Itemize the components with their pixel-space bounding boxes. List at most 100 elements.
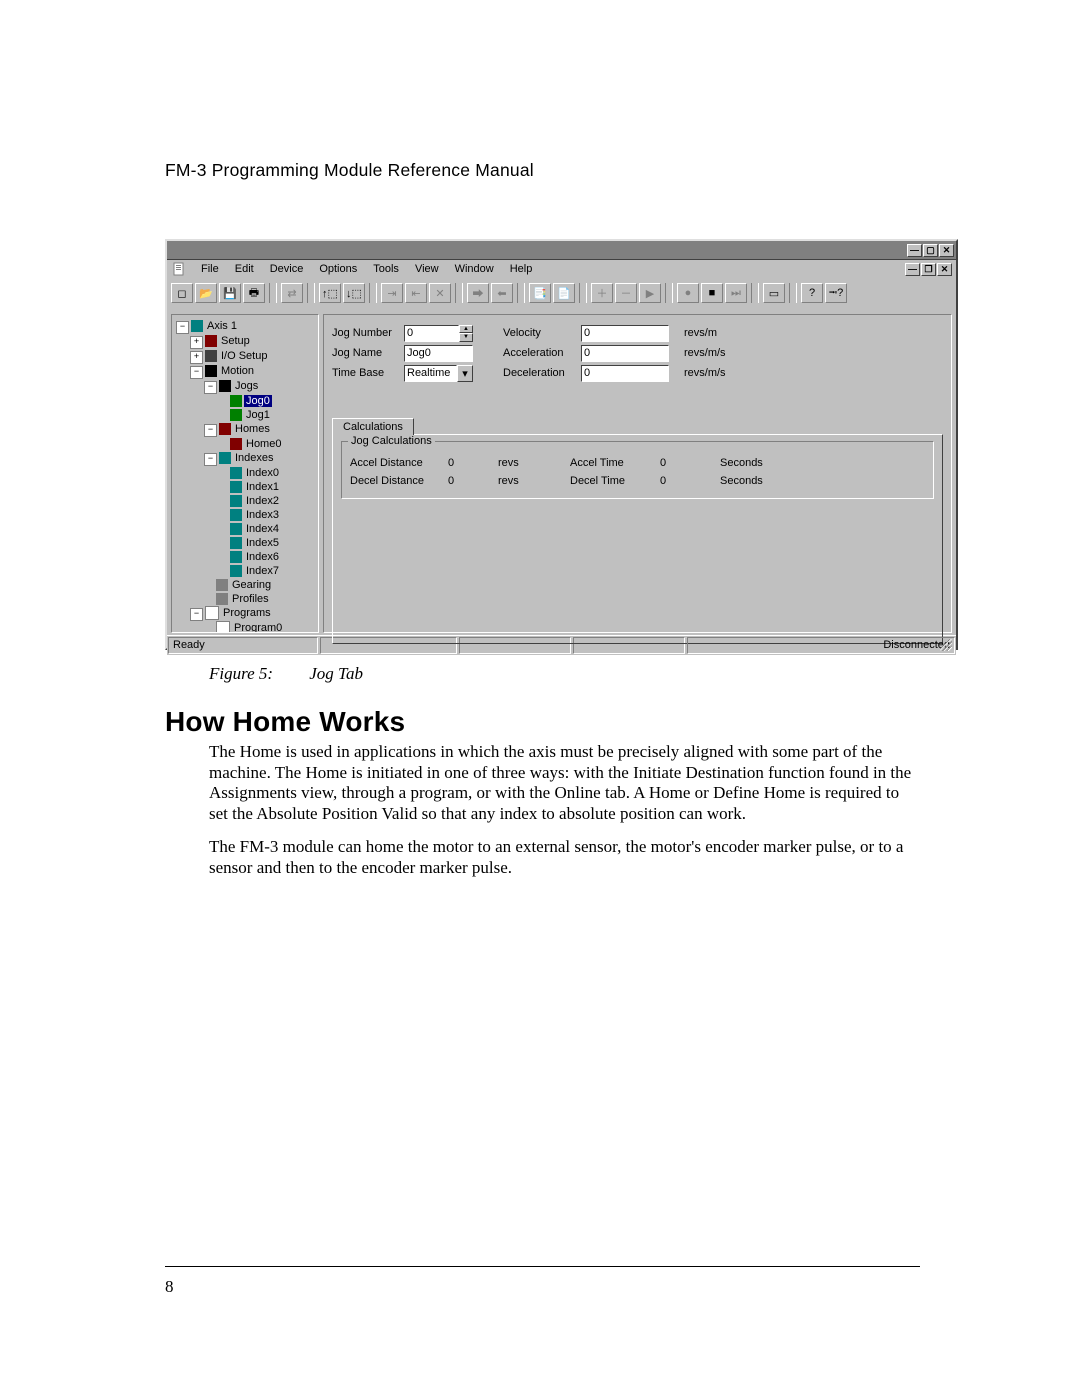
minimize-button[interactable]: — bbox=[907, 244, 922, 257]
jog-number-field[interactable] bbox=[404, 325, 459, 342]
page: FM-3 Programming Module Reference Manual… bbox=[0, 0, 1080, 1397]
tree-index0[interactable]: Index0 bbox=[176, 466, 318, 480]
tree-index6[interactable]: Index6 bbox=[176, 550, 318, 564]
dropdown-button[interactable]: ▾ bbox=[457, 365, 473, 382]
menu-device[interactable]: Device bbox=[262, 263, 312, 275]
tb-jogplus[interactable]: ⮕ bbox=[467, 283, 489, 303]
tree-programs[interactable]: −Programs bbox=[176, 606, 318, 621]
tb-open[interactable]: 📂 bbox=[195, 283, 217, 303]
row-accel: Acceleration revs/m/s bbox=[503, 343, 744, 363]
expand-icon[interactable]: − bbox=[190, 608, 203, 621]
tree-jogs[interactable]: −Jogs bbox=[176, 379, 318, 394]
tree-index1[interactable]: Index1 bbox=[176, 480, 318, 494]
tree-motion[interactable]: −Motion bbox=[176, 364, 318, 379]
tb-context-help[interactable]: ⭲? bbox=[825, 283, 847, 303]
expand-icon[interactable]: + bbox=[190, 351, 203, 364]
expand-icon[interactable]: − bbox=[204, 453, 217, 466]
group-jog-calculations: Jog Calculations Accel Distance 0 revs A… bbox=[341, 441, 934, 499]
menu-tools[interactable]: Tools bbox=[365, 263, 407, 275]
tree-label: Index7 bbox=[244, 565, 281, 577]
accel-time-units: Seconds bbox=[720, 457, 810, 469]
mdi-close-button[interactable]: ✕ bbox=[937, 263, 952, 276]
profiles-icon bbox=[216, 593, 228, 605]
time-base-field[interactable] bbox=[404, 365, 457, 382]
tb-connect[interactable]: ⇄ bbox=[281, 283, 303, 303]
menu-options[interactable]: Options bbox=[311, 263, 365, 275]
tb-zoomin[interactable]: ＋ bbox=[591, 283, 613, 303]
tree-index2[interactable]: Index2 bbox=[176, 494, 318, 508]
app-window: — ▢ ✕ File Edit Device Options Tools Vie… bbox=[165, 239, 958, 650]
menu-file[interactable]: File bbox=[193, 263, 227, 275]
tree-index5[interactable]: Index5 bbox=[176, 536, 318, 550]
tb-pane[interactable]: ▭ bbox=[763, 283, 785, 303]
tb-download[interactable]: ↓⬚ bbox=[343, 283, 365, 303]
expand-icon[interactable]: − bbox=[204, 381, 217, 394]
expand-icon[interactable]: − bbox=[190, 366, 203, 379]
tree-axis1[interactable]: −Axis 1 bbox=[176, 319, 318, 334]
tree-indexes[interactable]: −Indexes bbox=[176, 451, 318, 466]
record-icon: ● bbox=[685, 287, 692, 299]
menu-view[interactable]: View bbox=[407, 263, 447, 275]
spin-down[interactable]: ▼ bbox=[459, 333, 473, 342]
tb-d[interactable]: 📑 bbox=[529, 283, 551, 303]
stop-icon: ■ bbox=[709, 287, 716, 299]
tb-upload[interactable]: ↑⬚ bbox=[319, 283, 341, 303]
form-col-right: Velocity revs/m Acceleration revs/m/s bbox=[503, 323, 744, 383]
resize-grip-icon[interactable] bbox=[940, 639, 952, 651]
tb-help[interactable]: ? bbox=[801, 283, 823, 303]
tb-rec[interactable]: ● bbox=[677, 283, 699, 303]
time-base-select[interactable]: ▾ bbox=[404, 365, 473, 382]
maximize-button[interactable]: ▢ bbox=[923, 244, 938, 257]
tab-body: Jog Calculations Accel Distance 0 revs A… bbox=[332, 434, 943, 644]
tb-ff[interactable]: ⏭ bbox=[725, 283, 747, 303]
tree-setup[interactable]: + Setup bbox=[176, 334, 318, 349]
toolbar-sep bbox=[369, 283, 377, 303]
mdi-restore-button[interactable]: ❐ bbox=[921, 263, 936, 276]
tree-homes[interactable]: −Homes bbox=[176, 422, 318, 437]
tree-home0[interactable]: Home0 bbox=[176, 437, 318, 451]
tree-io[interactable]: +I/O Setup bbox=[176, 349, 318, 364]
mdi-icon bbox=[171, 262, 187, 276]
menu-help[interactable]: Help bbox=[502, 263, 541, 275]
accel-field[interactable] bbox=[581, 345, 669, 362]
tree-jog1[interactable]: Jog1 bbox=[176, 408, 318, 422]
close-button[interactable]: ✕ bbox=[939, 244, 954, 257]
tab-calculations[interactable]: Calculations bbox=[332, 418, 414, 435]
tb-e[interactable]: 📄 bbox=[553, 283, 575, 303]
tab-control: Calculations Jog Calculations Accel Dist… bbox=[332, 417, 943, 644]
expand-icon[interactable]: + bbox=[190, 336, 203, 349]
row-velocity: Velocity revs/m bbox=[503, 323, 744, 343]
tree-index7[interactable]: Index7 bbox=[176, 564, 318, 578]
tree-profiles[interactable]: Profiles bbox=[176, 592, 318, 606]
decel-label: Deceleration bbox=[503, 367, 581, 379]
spin-up[interactable]: ▲ bbox=[459, 325, 473, 334]
tb-b[interactable]: ⇤ bbox=[405, 283, 427, 303]
figure-number: Figure 5: bbox=[209, 664, 305, 684]
open-icon: 📂 bbox=[199, 287, 213, 300]
tb-c[interactable]: ✕ bbox=[429, 283, 451, 303]
tb-print[interactable]: 🖶 bbox=[243, 283, 265, 303]
menu-edit[interactable]: Edit bbox=[227, 263, 262, 275]
menu-window[interactable]: Window bbox=[447, 263, 502, 275]
tb-new[interactable]: ◻ bbox=[171, 283, 193, 303]
tree-program0[interactable]: Program0 bbox=[176, 621, 318, 633]
decel-field[interactable] bbox=[581, 365, 669, 382]
tree-index4[interactable]: Index4 bbox=[176, 522, 318, 536]
tb-save[interactable]: 💾 bbox=[219, 283, 241, 303]
form-pane: Jog Number ▲ ▼ Jog Name bbox=[323, 314, 952, 633]
jog-name-field[interactable] bbox=[404, 345, 473, 362]
tb-zoomout[interactable]: － bbox=[615, 283, 637, 303]
mdi-minimize-button[interactable]: — bbox=[905, 263, 920, 276]
velocity-field[interactable] bbox=[581, 325, 669, 342]
close-icon: ✕ bbox=[943, 245, 951, 256]
tb-play[interactable]: ▶ bbox=[639, 283, 661, 303]
tb-stop[interactable]: ■ bbox=[701, 283, 723, 303]
tree-gearing[interactable]: Gearing bbox=[176, 578, 318, 592]
tb-jogminus[interactable]: ⬅ bbox=[491, 283, 513, 303]
tree-label: Setup bbox=[219, 335, 252, 347]
expand-icon[interactable]: − bbox=[204, 424, 217, 437]
tree-index3[interactable]: Index3 bbox=[176, 508, 318, 522]
tb-a[interactable]: ⇥ bbox=[381, 283, 403, 303]
expand-icon[interactable]: − bbox=[176, 321, 189, 334]
tree-jog0[interactable]: Jog0 bbox=[176, 394, 318, 408]
